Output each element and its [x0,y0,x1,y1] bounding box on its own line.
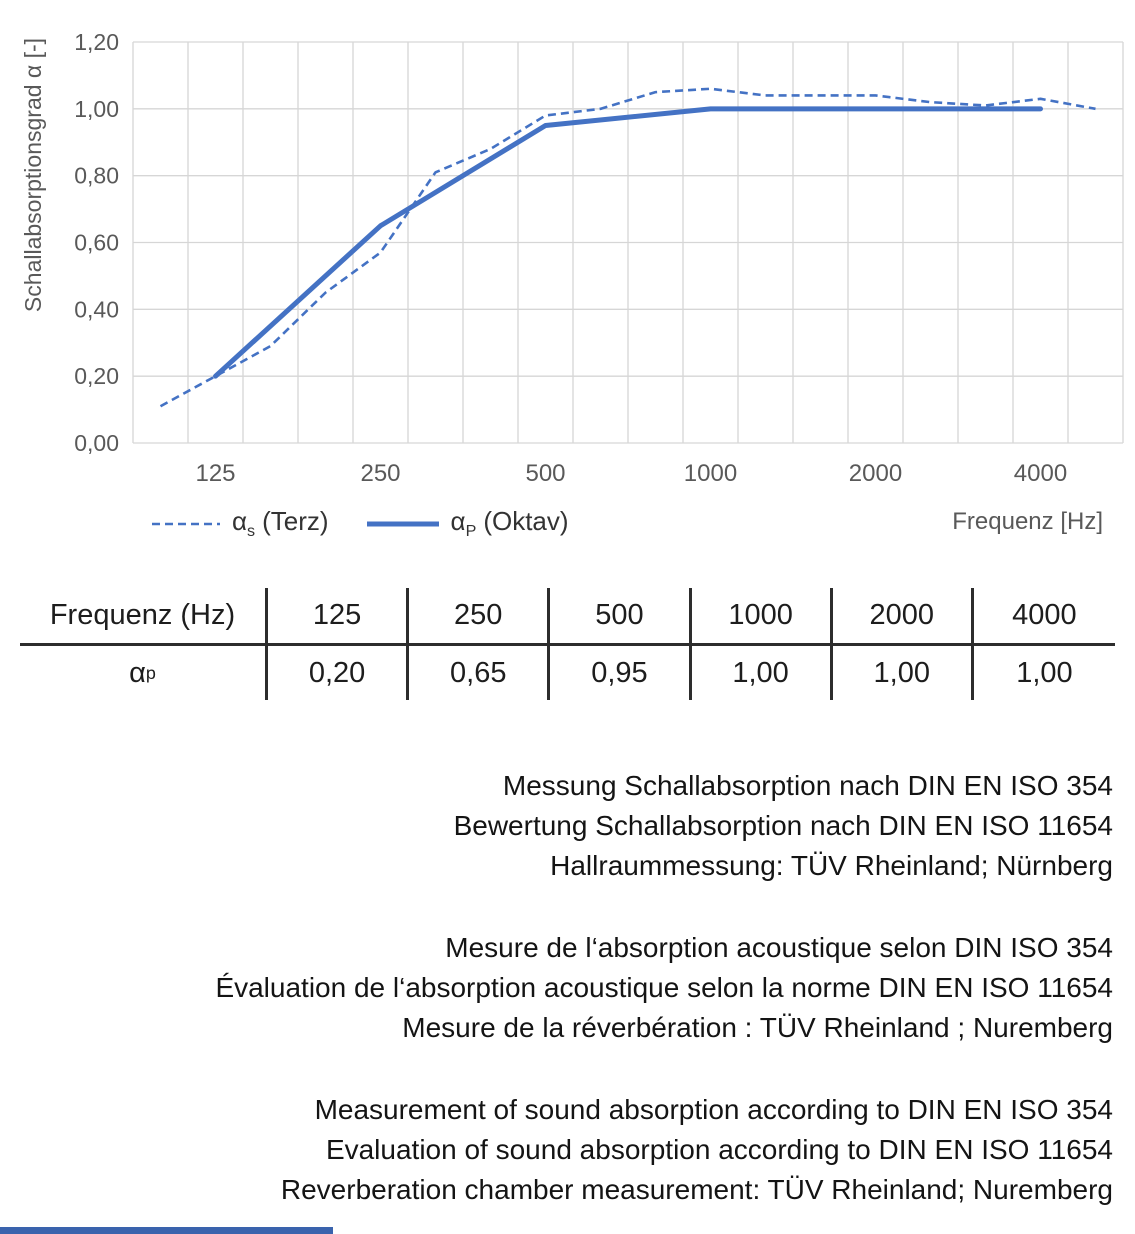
y-tick-label: 0,20 [74,363,119,389]
footer-accent-bar [0,1227,333,1234]
table-value-125: 0,20 [268,646,410,700]
x-tick-label: 2000 [849,460,902,487]
series-oktav-solid-line [213,106,1043,379]
y-tick-label: 0,80 [74,163,119,189]
y-tick-label: 1,20 [74,29,119,55]
note-english: Measurement of sound absorption accordin… [13,1090,1113,1210]
x-tick-label: 250 [360,460,400,487]
note-german: Messung Schallabsorption nach DIN EN ISO… [13,766,1113,886]
y-tick-label: 0,60 [74,230,119,256]
absorption-chart-area: 1,20 1,00 0,80 0,60 0,40 0,20 0,00 125 250 500 100… [0,0,1135,495]
note-english-line-1: Measurement of sound absorption accordin… [314,1094,1113,1125]
table-value-500: 0,95 [550,646,692,700]
x-tick-label: 125 [195,460,235,487]
table-header-1000: 1000 [691,588,833,646]
table-header-4000: 4000 [973,588,1115,646]
note-french-line-3: Mesure de la réverbération : TÜV Rheinla… [402,1012,1113,1043]
note-french-line-1: Mesure de l‘absorption acoustique selon … [445,932,1113,963]
y-tick-label: 1,00 [74,96,119,122]
legend-label-terz: αs (Terz) [232,506,329,541]
note-french: Mesure de l‘absorption acoustique selon … [13,928,1113,1048]
note-german-line-1: Messung Schallabsorption nach DIN EN ISO… [502,770,1113,801]
legend-item-terz: αs (Terz) [152,506,329,541]
dashed-line-swatch [152,522,220,525]
y-axis-title: Schallabsorptionsgrad α [-] [20,37,46,313]
note-french-line-2: Évaluation de l‘absorption acoustique se… [215,972,1113,1003]
note-german-line-2: Bewertung Schallabsorption nach DIN EN I… [453,810,1113,841]
legend-label-oktav: αP (Oktav) [450,506,569,541]
legend-item-oktav: αP (Oktav) [366,506,569,541]
absorption-table: Frequenz (Hz) 125 250 500 1000 2000 4000… [20,588,1115,700]
table-header-2000: 2000 [832,588,974,646]
absorption-chart: 1,20 1,00 0,80 0,60 0,40 0,20 0,00 125 250 500 100… [74,29,1124,487]
table-header-frequency: Frequenz (Hz) [20,588,268,646]
x-tick-label: 1000 [684,460,737,487]
chart-legend: αs (Terz) αP (Oktav) [152,506,569,541]
x-tick-label: 4000 [1014,460,1067,487]
note-english-line-3: Reverberation chamber measurement: TÜV R… [280,1174,1113,1205]
note-german-line-3: Hallraummessung: TÜV Rheinland; Nürnberg [550,850,1113,881]
series-terz-dashed-line [159,87,1096,408]
table-header-250: 250 [409,588,551,646]
note-english-line-2: Evaluation of sound absorption according… [325,1134,1113,1165]
table-value-2000: 1,00 [833,646,974,700]
x-tick-label: 500 [525,460,565,487]
table-header-500: 500 [550,588,692,646]
table-value-250: 0,65 [409,646,551,700]
table-value-4000: 1,00 [1016,656,1073,689]
y-tick-label: 0,40 [74,296,119,322]
table-value-1000: 1,00 [692,646,833,700]
x-axis-title: Frequenz [Hz] [952,508,1103,535]
table-header-125: 125 [268,588,410,646]
solid-line-swatch [366,521,439,527]
y-tick-label: 0,00 [74,430,119,456]
